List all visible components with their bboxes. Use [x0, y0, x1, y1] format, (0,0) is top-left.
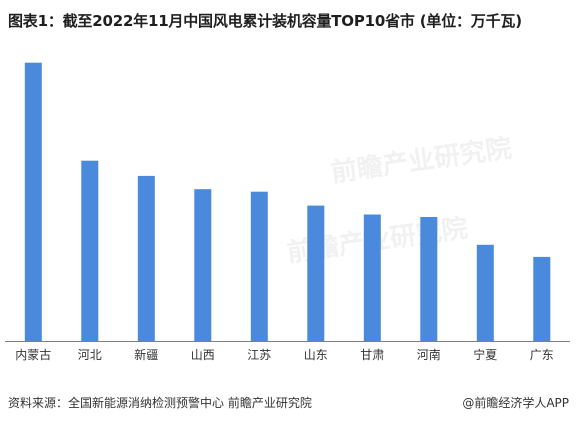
x-tick-label: 江苏	[247, 348, 271, 362]
bar-宁夏	[476, 244, 494, 341]
x-tick-label: 河北	[78, 348, 102, 362]
bar-广东	[533, 256, 551, 341]
bar-山东	[307, 205, 325, 341]
bar-河北	[81, 160, 99, 341]
source-note: 资料来源：全国新能源消纳检测预警中心 前瞻产业研究院	[8, 396, 312, 410]
bar-内蒙古	[24, 62, 42, 341]
x-tick-label: 河南	[417, 347, 441, 362]
bar-江苏	[250, 191, 268, 341]
x-tick-label: 宁夏	[473, 347, 497, 362]
bar-河南	[420, 217, 438, 341]
bar-新疆	[137, 175, 155, 341]
x-tick-label: 甘肃	[360, 348, 384, 362]
chart-title: 图表1：截至2022年11月中国风电累计装机容量TOP10省市 (单位：万千瓦)	[8, 12, 522, 30]
x-tick-label: 新疆	[134, 347, 158, 362]
x-tick-label: 山西	[191, 348, 215, 362]
x-tick-label: 广东	[530, 348, 554, 362]
bar-山西	[194, 189, 212, 341]
x-tick-label: 内蒙古	[15, 347, 51, 362]
bar-甘肃	[363, 214, 381, 341]
x-tick-label: 山东	[304, 348, 328, 362]
brand-credit: @前瞻经济学人APP	[462, 396, 569, 410]
